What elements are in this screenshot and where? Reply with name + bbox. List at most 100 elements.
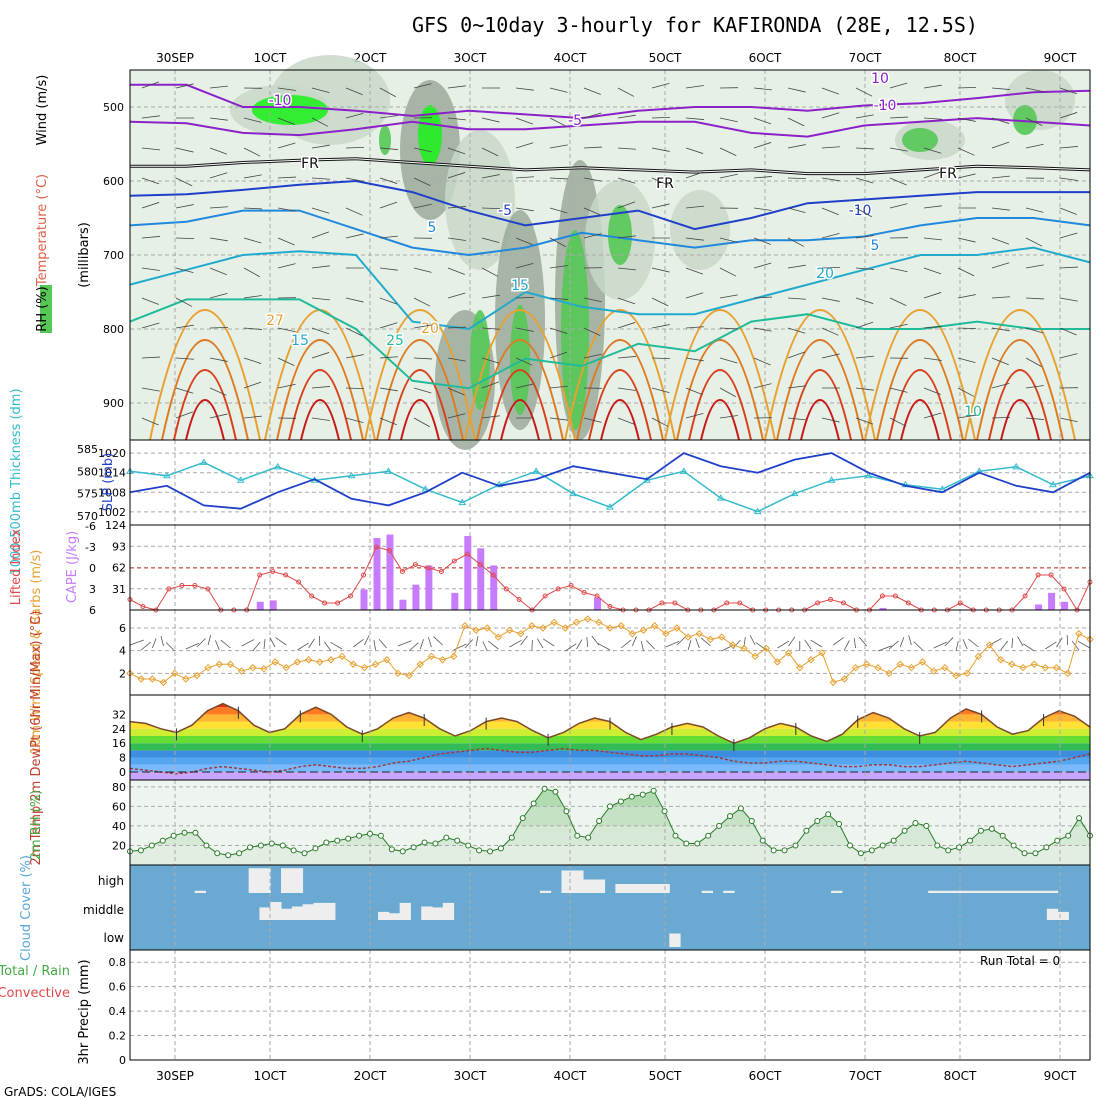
- wind-barb: [243, 267, 260, 278]
- rh2m-marker: [268, 840, 275, 847]
- lifted-index-marker: [841, 600, 847, 606]
- rh2m-marker: [137, 847, 144, 854]
- wind-speed-marker: [706, 635, 715, 644]
- wind-speed-marker: [483, 624, 491, 632]
- wind-barb: [855, 321, 874, 329]
- cape-tick: 31: [112, 583, 126, 596]
- rh2m-marker: [279, 842, 286, 849]
- wind-speed-marker: [617, 622, 625, 630]
- top-date-axis: 30SEP 1OCT 2OCT 3OCT 4OCT 5OCT 6OCT 7OCT 8OCT 9OC…: [156, 51, 1077, 65]
- rh2m-marker: [290, 847, 297, 854]
- rh2m-marker: [639, 791, 646, 798]
- rh2m-marker: [836, 820, 843, 827]
- top-date-label: 6OCT: [749, 51, 782, 65]
- cloud-bar: [1014, 890, 1026, 893]
- wind-speed-marker: [930, 667, 938, 675]
- rh-region: [670, 190, 730, 270]
- wind-barb: [536, 638, 544, 649]
- wind-speed-marker: [650, 622, 659, 630]
- wind-barb: [1059, 232, 1078, 239]
- wind-speed-marker: [204, 663, 212, 672]
- wind-barb: [515, 357, 533, 366]
- thickness-marker: [495, 480, 504, 488]
- run-total-label: Run Total = 0: [980, 954, 1060, 968]
- wind-barb: [719, 237, 738, 243]
- wind-barb: [957, 294, 976, 299]
- cloud-bar: [971, 890, 983, 893]
- wind-barb: [141, 417, 159, 426]
- wind-barb: [753, 327, 772, 332]
- ylabel-precip-convective: Convective: [0, 986, 70, 1001]
- cloud-bar: [572, 870, 584, 893]
- wind-barb: [277, 87, 296, 91]
- wind-barb: [1059, 146, 1078, 149]
- contour-label: 5: [428, 220, 437, 236]
- wind-speed-marker: [383, 656, 391, 664]
- isotherm-warm: [288, 369, 352, 441]
- wind-speed-marker: [438, 656, 447, 664]
- rh2m-marker: [487, 848, 493, 855]
- wind-barb: [583, 87, 601, 95]
- wind-barb: [923, 387, 941, 395]
- wind-barb: [175, 177, 193, 187]
- rh2m-marker: [301, 850, 308, 857]
- rh2m-marker: [683, 840, 690, 847]
- wind-barb: [855, 267, 874, 270]
- wind-barb: [509, 639, 522, 648]
- wind-barb: [787, 264, 806, 269]
- wind-barb: [787, 327, 806, 334]
- isotherm-warm: [864, 309, 976, 441]
- isotherm-warm: [400, 399, 440, 441]
- cloud-bar: [1046, 908, 1059, 920]
- slp-tick: 1014: [98, 467, 126, 480]
- li-tick: -6: [85, 520, 96, 533]
- rh2m-marker: [585, 834, 592, 841]
- isotherm-warm: [800, 399, 840, 441]
- thickness-marker: [753, 507, 762, 515]
- temp-tick: 8: [119, 752, 126, 765]
- wind-barb: [379, 322, 398, 329]
- rh2m-marker: [170, 832, 177, 839]
- cloud-bar: [421, 906, 433, 920]
- cape-bar: [1035, 604, 1043, 610]
- wind-barb: [821, 177, 840, 182]
- rh2m-marker: [159, 837, 166, 844]
- wind-barb: [923, 412, 942, 419]
- wind-barb: [787, 144, 806, 149]
- wind-barb: [481, 267, 499, 277]
- wind-speed-marker: [461, 622, 469, 630]
- rh2m-marker: [596, 818, 603, 825]
- cape-bar: [256, 601, 264, 610]
- wind-speed-marker: [662, 629, 670, 638]
- wind-barb: [1045, 641, 1057, 650]
- wind-barb: [855, 297, 874, 304]
- wind-barb: [413, 324, 432, 329]
- wind-barb: [1023, 643, 1035, 652]
- wind-barb: [804, 639, 812, 650]
- wind-barb: [651, 297, 669, 307]
- lifted-index-marker: [581, 590, 587, 595]
- temp-band: [130, 736, 1090, 744]
- rh2m-marker: [1010, 842, 1017, 849]
- thickness-marker: [1012, 462, 1021, 470]
- wind-barb: [889, 323, 908, 329]
- ylabel-rh2m: 2m RH (%): [29, 790, 44, 861]
- temp-tick: 24: [112, 723, 126, 736]
- wind-barb: [991, 296, 1010, 299]
- wind-barb: [277, 263, 296, 269]
- wind-barb: [1059, 266, 1078, 269]
- rh2m-marker: [705, 832, 712, 839]
- top-date-label: 9OCT: [1044, 51, 1077, 65]
- wind-barb: [481, 237, 500, 244]
- pressure-tick: 700: [103, 249, 124, 262]
- wind-speed-marker: [740, 644, 748, 653]
- cloud-bar: [248, 868, 260, 893]
- wind-barb: [209, 357, 228, 362]
- wind-tick: 4: [119, 645, 126, 658]
- wind-barb: [141, 177, 160, 185]
- wind-barb: [175, 83, 194, 89]
- wind-barb: [889, 297, 907, 306]
- wind-barb: [549, 117, 567, 127]
- cloud-panel: high middle low Cloud Cover (%): [19, 855, 1091, 961]
